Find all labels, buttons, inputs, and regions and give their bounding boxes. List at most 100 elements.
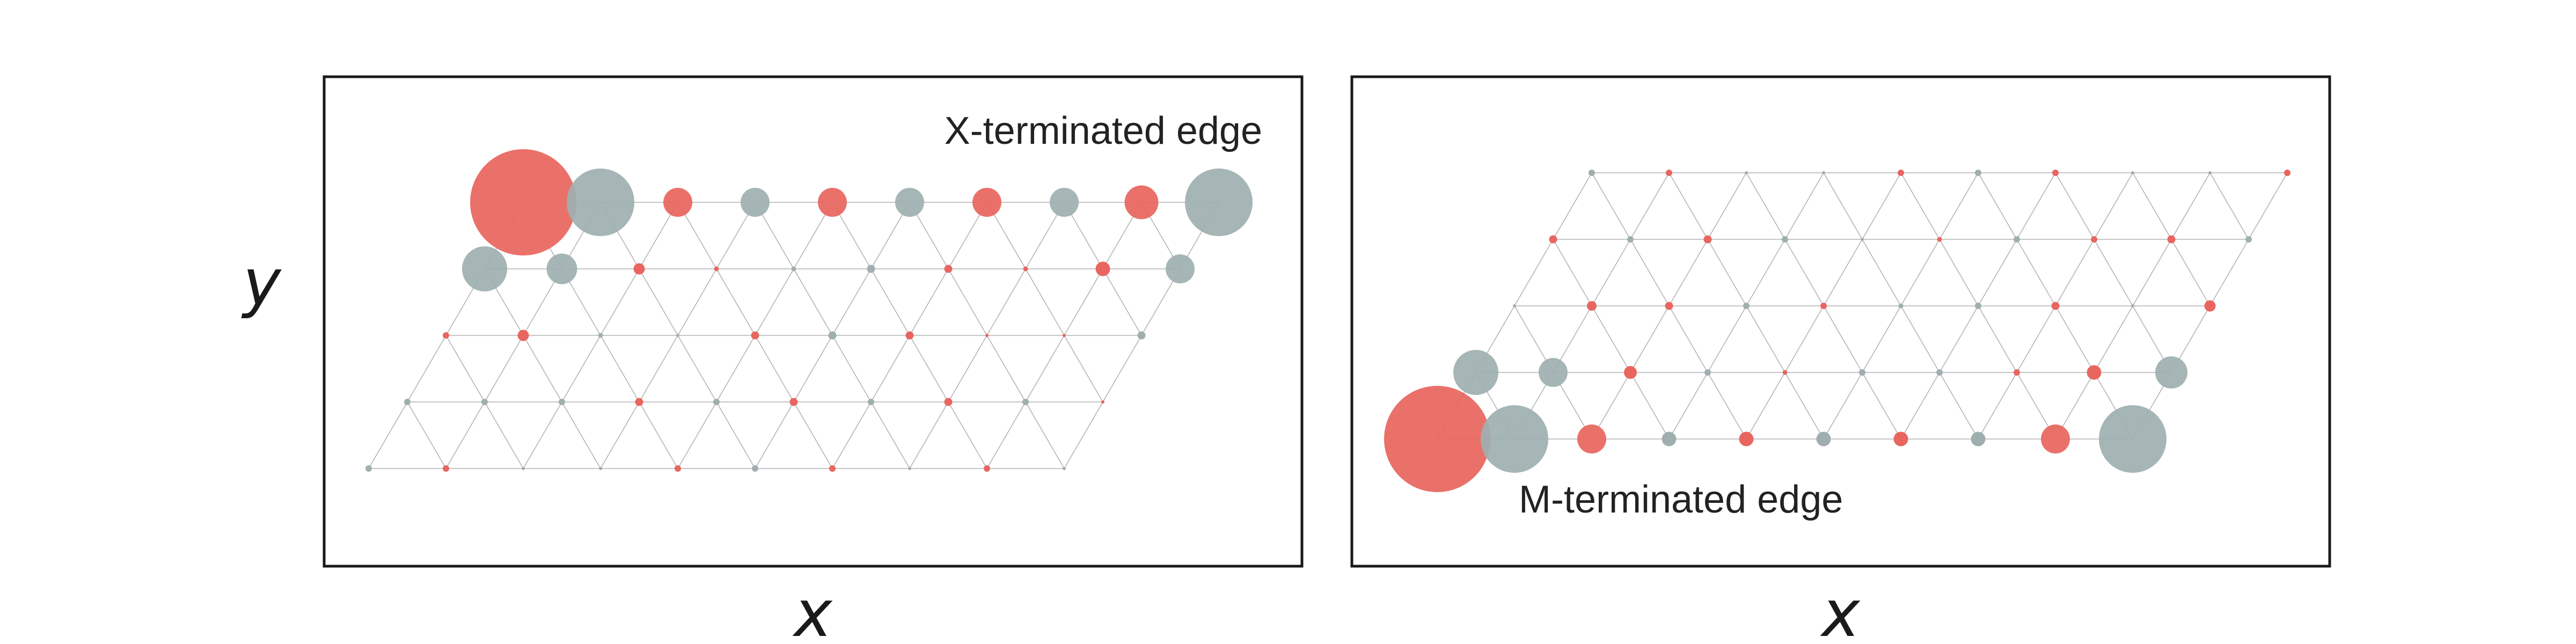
chalcogen-atom [599, 467, 602, 470]
chalcogen-atom [676, 334, 679, 337]
lattice-bond [1823, 172, 1863, 240]
lattice-bond [1900, 372, 1940, 440]
chalcogen-atom [1050, 188, 1079, 217]
metal-atom [2052, 170, 2059, 176]
lattice-bond [755, 401, 794, 469]
lattice-bond [561, 401, 601, 469]
lattice-bond [1025, 268, 1065, 336]
metal-atom [1549, 235, 1557, 244]
lattice-bond [2094, 172, 2133, 240]
metal-atom [1739, 431, 1754, 447]
metal-atom [1937, 237, 1942, 242]
chalcogen-atom [908, 467, 911, 470]
metal-atom [1101, 400, 1104, 404]
chalcogen-atom [462, 246, 507, 291]
metal-atom [2091, 236, 2097, 243]
lattice-bond [639, 401, 678, 469]
lattice-bond [986, 268, 1026, 336]
lattice-bond [1978, 172, 2017, 240]
lattice-bond [2016, 172, 2056, 240]
lattice-bond [1591, 305, 1631, 373]
lattice-bond [1668, 239, 1708, 306]
lattice-bond [1862, 172, 1901, 240]
lattice-bond [1553, 239, 1592, 306]
metal-atom [2087, 365, 2102, 380]
lattice-bond [1630, 239, 1670, 306]
chalcogen-atom [2131, 171, 2134, 174]
lattice-bond [600, 268, 640, 336]
lattice-bond [1668, 172, 1708, 240]
lattice-bond [1102, 335, 1142, 402]
lattice-bond [2016, 239, 2056, 306]
lattice-bond [1900, 239, 1940, 306]
lattice-bond [1900, 305, 1940, 373]
metal-atom [1577, 425, 1606, 453]
chalcogen-atom [1539, 358, 1568, 387]
lattice-bond [1862, 372, 1901, 440]
lattice-bond [793, 401, 833, 469]
metal-atom [751, 331, 759, 340]
chalcogen-atom [1453, 350, 1498, 395]
chalcogen-atom [404, 399, 411, 405]
chalcogen-atom [1063, 467, 1066, 470]
chalcogen-atom [868, 399, 874, 405]
metal-atom [818, 188, 847, 217]
lattice-bond [909, 401, 949, 469]
lattice-bond [1630, 372, 1670, 440]
lattice-bond [639, 335, 678, 402]
metal-atom [905, 331, 914, 340]
x-terminated-edge-label: X-terminated edge [945, 109, 1262, 152]
metal-atom [517, 330, 529, 341]
lattice-bond [1025, 335, 1065, 402]
lattice-bond [1630, 305, 1670, 373]
lattice-bond [1784, 239, 1824, 306]
lattice-bond [1784, 305, 1824, 373]
lattice-bond [948, 268, 987, 336]
lattice-bond [677, 268, 717, 336]
metal-atom [1820, 303, 1827, 309]
chalcogen-atom [741, 188, 770, 217]
lattice-bond [600, 335, 640, 402]
metal-atom [2284, 170, 2290, 176]
metal-atom [2204, 300, 2216, 312]
chalcogen-atom [1022, 399, 1029, 405]
panel-m-terminated: M-terminated edge [1350, 75, 2331, 568]
x-axis-label-right: x [1819, 577, 1861, 644]
lattice-bond [2094, 305, 2133, 373]
lattice-bond [832, 335, 872, 402]
metal-atom [2051, 302, 2060, 310]
lattice-bond [1939, 305, 1979, 373]
chalcogen-atom [1782, 236, 1788, 243]
metal-atom [443, 465, 449, 472]
chalcogen-atom [559, 399, 565, 405]
lattice-bond [1707, 239, 1747, 306]
metal-atom [1587, 301, 1597, 311]
lattice-bond [2094, 239, 2133, 306]
chalcogen-atom [1861, 238, 1864, 241]
lattice-bond [1784, 372, 1824, 440]
chalcogen-atom [2155, 356, 2187, 389]
atoms-right [1384, 170, 2290, 492]
lattice-bond [1746, 372, 1785, 440]
lattice-bond [407, 335, 447, 402]
metal-atom [1893, 431, 1908, 447]
lattice-bond [1746, 305, 1785, 373]
metal-atom [1124, 185, 1159, 219]
y-axis-label: y [241, 246, 282, 320]
metal-atom [633, 263, 645, 275]
lattice-bond [716, 401, 756, 469]
metal-atom [944, 398, 953, 406]
chalcogen-atom [1898, 303, 1904, 309]
lattice-bond [484, 335, 524, 402]
chalcogen-atom [867, 265, 875, 273]
lattice-bond [986, 335, 1026, 402]
chalcogen-atom [1137, 331, 1146, 340]
lattice-bond [2055, 305, 2095, 373]
lattice-bond [1668, 305, 1708, 373]
chalcogen-atom [713, 399, 720, 405]
lattice-bond [2016, 305, 2056, 373]
chalcogen-atom [2245, 236, 2252, 243]
chalcogen-atom [1971, 431, 1986, 447]
chalcogen-atom [481, 399, 488, 405]
